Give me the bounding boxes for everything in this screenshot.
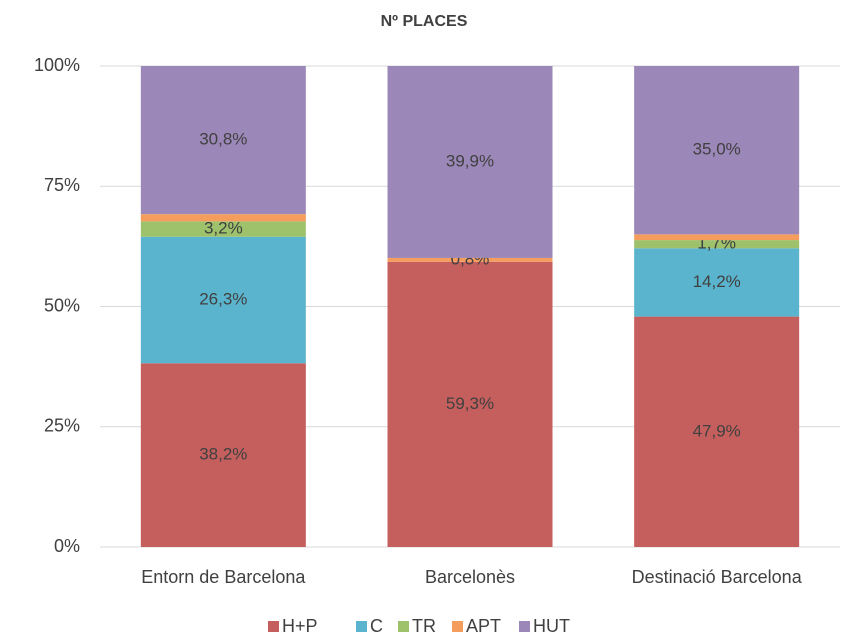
y-tick-label: 50% — [44, 295, 80, 315]
bar-segment — [634, 316, 800, 547]
bar-segment — [634, 66, 800, 235]
data-label: 30,8% — [199, 130, 247, 149]
y-tick-label: 100% — [34, 55, 80, 75]
bar-segment — [387, 257, 553, 262]
bar-segment — [140, 363, 306, 547]
legend-swatch — [452, 621, 463, 632]
chart-title: Nº PLACES — [381, 13, 468, 30]
y-tick-label: 0% — [54, 536, 80, 556]
legend-swatch — [519, 621, 530, 632]
legend-swatch — [268, 621, 279, 632]
bar-segment — [140, 214, 306, 222]
data-label: 35,0% — [693, 140, 741, 159]
data-label: 47,9% — [693, 421, 741, 440]
bar-segment — [140, 236, 306, 364]
x-tick-label: Destinació Barcelona — [632, 567, 803, 587]
data-label: 38,2% — [199, 445, 247, 464]
x-tick-label: Barcelonès — [425, 567, 515, 587]
y-tick-label: 25% — [44, 416, 80, 436]
bar-segment — [387, 66, 553, 258]
x-tick-label: Entorn de Barcelona — [141, 567, 306, 587]
data-label: 59,3% — [446, 394, 494, 413]
y-tick-label: 75% — [44, 175, 80, 195]
legend-swatch — [356, 621, 367, 632]
data-label: 39,9% — [446, 151, 494, 170]
legend-label: APT — [466, 616, 501, 636]
legend-label: HUT — [533, 616, 570, 636]
bar-segment — [634, 240, 800, 249]
bar-segment — [140, 221, 306, 237]
legend-label: TR — [412, 616, 436, 636]
legend-label: H+P — [282, 616, 318, 636]
data-label: 3,2% — [204, 219, 243, 238]
bar-segment — [140, 66, 306, 215]
legend-label: C — [370, 616, 383, 636]
bar-segment — [634, 248, 800, 317]
data-label: 26,3% — [199, 289, 247, 308]
bar-segment — [387, 261, 553, 547]
bar-segment — [634, 234, 800, 241]
data-label: 14,2% — [693, 272, 741, 291]
legend-swatch — [398, 621, 409, 632]
